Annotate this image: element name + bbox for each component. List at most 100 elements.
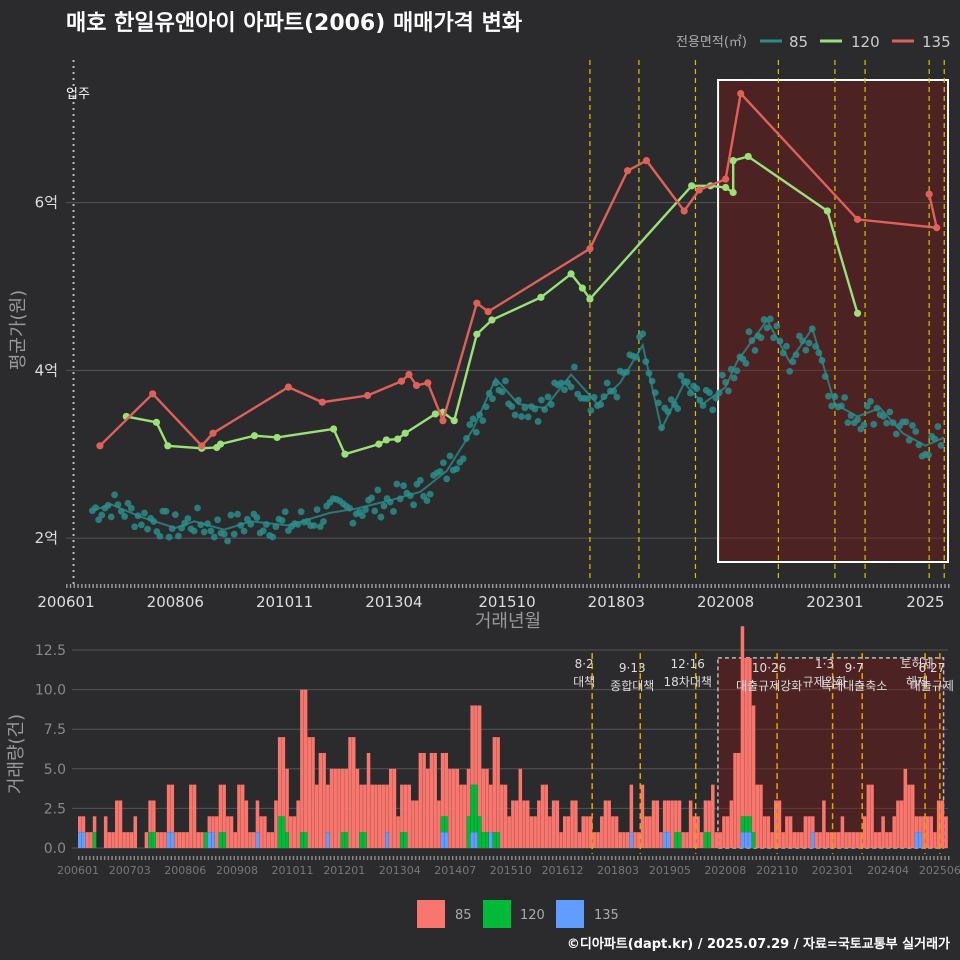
bar-legend-swatch-85 bbox=[417, 900, 445, 928]
bar-85 bbox=[455, 768, 460, 848]
bar-x-tick-label: 200601 bbox=[57, 864, 99, 877]
x-minor-tick bbox=[846, 584, 848, 588]
x-minor-tick bbox=[767, 584, 769, 588]
x-minor-tick bbox=[642, 584, 645, 588]
bar-85 bbox=[451, 768, 456, 848]
bar-85 bbox=[233, 832, 238, 848]
bar-x-minor-tick bbox=[514, 856, 517, 860]
bar-x-minor-tick bbox=[159, 856, 161, 860]
bar-85 bbox=[755, 784, 760, 848]
bar-85 bbox=[92, 816, 97, 833]
policy-label-name: 규제완화 bbox=[803, 675, 847, 689]
bar-x-minor-tick bbox=[818, 856, 820, 860]
point-135 bbox=[680, 207, 688, 215]
bar-x-minor-tick bbox=[811, 856, 813, 860]
x-minor-tick bbox=[243, 584, 245, 588]
point-85 bbox=[297, 508, 305, 516]
bar-x-minor-tick bbox=[385, 856, 387, 860]
x-minor-tick bbox=[676, 584, 679, 588]
x-minor-tick bbox=[891, 584, 893, 588]
policy-label-date: 토허제 bbox=[901, 657, 934, 671]
point-120 bbox=[330, 425, 338, 433]
point-120 bbox=[152, 418, 161, 426]
bar-135 bbox=[488, 832, 493, 848]
x-minor-tick bbox=[631, 584, 633, 588]
bar-x-minor-tick bbox=[429, 856, 432, 860]
bar-x-minor-tick bbox=[111, 856, 113, 860]
x-minor-tick bbox=[552, 584, 554, 588]
legend-title: 전용면적(㎡) bbox=[676, 35, 747, 50]
bar-85 bbox=[818, 832, 822, 848]
x-minor-tick bbox=[201, 584, 204, 588]
bar-85 bbox=[285, 768, 289, 833]
x-minor-tick bbox=[883, 584, 886, 588]
bar-x-minor-tick bbox=[785, 856, 787, 860]
bar-x-minor-tick bbox=[311, 856, 313, 860]
bar-x-minor-tick bbox=[203, 856, 206, 860]
bar-x-tick-label: 202008 bbox=[704, 864, 746, 877]
bar-85 bbox=[537, 800, 541, 848]
bar-x-minor-tick bbox=[211, 856, 213, 860]
bar-85 bbox=[944, 816, 948, 848]
bar-85 bbox=[426, 768, 430, 848]
bar-120 bbox=[440, 816, 445, 833]
bar-x-minor-tick bbox=[170, 856, 173, 860]
x-minor-tick bbox=[454, 584, 456, 588]
bar-x-minor-tick bbox=[525, 856, 528, 860]
bar-x-minor-tick bbox=[374, 856, 376, 860]
bar-85 bbox=[722, 816, 726, 848]
point-85 bbox=[259, 527, 267, 535]
x-minor-tick bbox=[834, 584, 837, 588]
bar-x-minor-tick bbox=[733, 856, 735, 860]
bar-85 bbox=[559, 832, 563, 848]
point-85 bbox=[453, 465, 460, 473]
x-minor-tick bbox=[608, 584, 611, 588]
bar-x-minor-tick bbox=[507, 856, 509, 860]
point-85 bbox=[925, 451, 932, 459]
bar-85 bbox=[533, 816, 537, 848]
x-minor-tick bbox=[559, 584, 562, 588]
bar-85 bbox=[833, 832, 837, 848]
bar-85 bbox=[696, 816, 700, 848]
bar-85 bbox=[126, 832, 130, 848]
bar-x-minor-tick bbox=[300, 856, 302, 860]
bar-x-minor-tick bbox=[370, 856, 372, 860]
bar-x-tick-label: 201905 bbox=[649, 864, 691, 877]
point-85 bbox=[466, 421, 474, 428]
point-85 bbox=[863, 402, 871, 410]
x-minor-tick bbox=[944, 584, 946, 588]
bar-x-minor-tick bbox=[833, 856, 835, 860]
x-minor-tick bbox=[480, 584, 483, 588]
bar-85 bbox=[637, 832, 641, 848]
x-minor-tick bbox=[680, 584, 682, 588]
x-tick-label: 202301 bbox=[806, 593, 863, 611]
x-minor-tick bbox=[725, 584, 728, 588]
bar-135 bbox=[78, 832, 82, 848]
x-minor-tick bbox=[458, 584, 460, 588]
point-85 bbox=[745, 328, 753, 336]
bar-85 bbox=[263, 816, 267, 848]
point-120 bbox=[488, 316, 496, 324]
bar-x-minor-tick bbox=[437, 856, 439, 860]
x-minor-tick bbox=[126, 584, 128, 588]
bar-85 bbox=[85, 832, 89, 848]
x-minor-tick bbox=[691, 584, 694, 588]
x-minor-tick bbox=[763, 584, 765, 588]
bar-x-minor-tick bbox=[736, 856, 739, 860]
x-minor-tick bbox=[665, 584, 667, 588]
bar-85 bbox=[303, 689, 308, 833]
bar-x-minor-tick bbox=[322, 856, 324, 860]
bar-85 bbox=[681, 832, 685, 848]
bar-x-minor-tick bbox=[144, 856, 147, 860]
bar-85 bbox=[396, 816, 400, 848]
bar-85 bbox=[862, 816, 867, 848]
x-minor-tick bbox=[932, 584, 935, 588]
bar-85 bbox=[762, 816, 767, 848]
point-85 bbox=[224, 537, 232, 545]
x-minor-tick bbox=[687, 584, 690, 588]
bar-85 bbox=[870, 784, 874, 848]
point-85 bbox=[127, 504, 135, 512]
point-85 bbox=[667, 396, 675, 403]
bar-85 bbox=[78, 816, 82, 833]
bar-85 bbox=[429, 752, 434, 848]
